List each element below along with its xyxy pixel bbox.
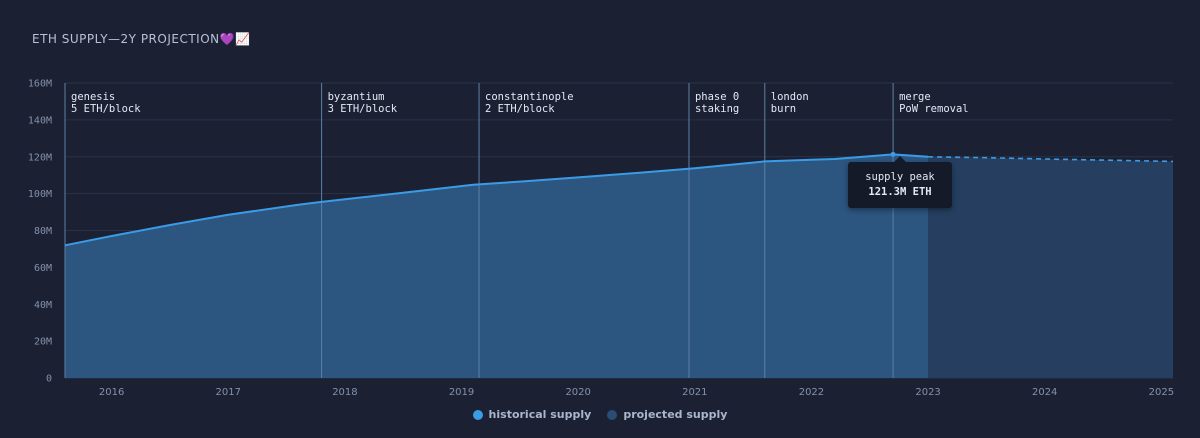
legend-historical-label: historical supply [488,408,592,421]
y-tick-label-0: 0 [46,374,52,385]
event-label-3-name: phase 0 [695,91,739,103]
event-label-5-detail: PoW removal [899,103,969,115]
legend-projected-swatch [607,409,618,420]
y-tick-label-2: 40M [34,300,52,311]
chart-title-emoji: 💜📈 [219,32,251,46]
legend-projected-label: projected supply [623,408,728,421]
event-label-1-name: byzantium [328,91,385,103]
x-tick-label-9: 2025 [1149,387,1174,398]
tooltip-label: supply peak [865,171,935,183]
y-tick-label-5: 100M [28,189,52,200]
x-tick-label-2: 2018 [332,387,357,398]
y-tick-label-3: 60M [34,263,52,274]
legend-item-projected[interactable]: projected supply [607,408,727,421]
y-tick-label-6: 120M [28,152,52,163]
tooltip-value: 121.3M ETH [868,186,932,198]
historical-supply-area [65,154,929,378]
y-tick-label-1: 20M [34,337,52,348]
x-tick-label-8: 2024 [1032,387,1057,398]
y-tick-label-8: 160M [28,79,52,90]
legend: historical supply projected supply [0,408,1200,421]
chart-title-text: ETH SUPPLY—2Y PROJECTION [32,32,220,46]
y-tick-label-4: 80M [34,226,52,237]
event-label-4-detail: burn [771,103,796,115]
event-label-3-detail: staking [695,103,739,115]
event-label-5-name: merge [899,91,931,103]
x-tick-label-0: 2016 [99,387,124,398]
event-label-0-detail: 5 ETH/block [71,103,141,115]
supply-peak-tooltip: supply peak 121.3M ETH [848,156,952,208]
historical-supply-line [64,153,929,247]
x-tick-label-4: 2020 [565,387,590,398]
supply-peak-point [890,151,896,157]
event-label-2-name: constantinople [485,91,574,103]
projected-supply-line [928,156,1174,163]
x-tick-label-7: 2023 [915,387,940,398]
x-tick-label-1: 2017 [216,387,241,398]
projected-supply-area [928,156,1173,378]
legend-item-historical[interactable]: historical supply [472,408,592,421]
event-label-2-detail: 2 ETH/block [485,103,555,115]
x-tick-label-5: 2021 [682,387,707,398]
x-tick-label-6: 2022 [799,387,824,398]
y-tick-label-7: 140M [28,115,52,126]
event-label-1-detail: 3 ETH/block [328,103,398,115]
chart-title: ETH SUPPLY—2Y PROJECTION💜📈 [32,32,251,46]
x-tick-label-3: 2019 [449,387,474,398]
legend-historical-swatch [472,409,483,420]
event-label-4-name: london [771,91,809,103]
event-label-0-name: genesis [71,91,115,103]
